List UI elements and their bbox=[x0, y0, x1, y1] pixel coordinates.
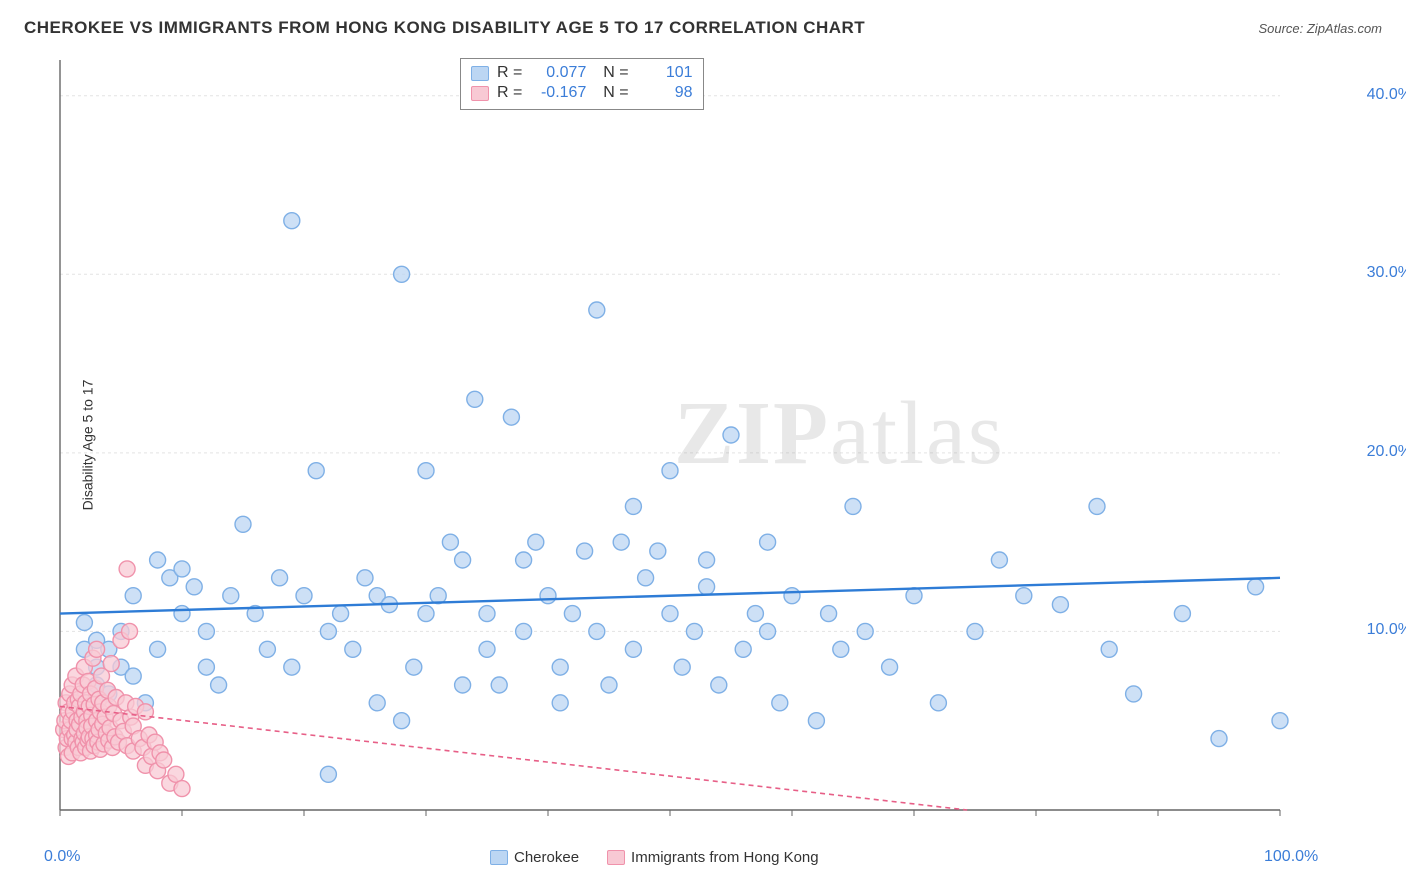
stats-row-cherokee: R = 0.077 N = 101 bbox=[471, 63, 693, 83]
stat-r-label: R = bbox=[497, 64, 522, 82]
stat-r-cherokee: 0.077 bbox=[530, 64, 586, 82]
y-tick-label: 10.0% bbox=[1367, 621, 1406, 639]
legend-item-hk: Immigrants from Hong Kong bbox=[607, 849, 819, 866]
x-tick-label: 0.0% bbox=[44, 848, 80, 866]
x-tick-label: 100.0% bbox=[1264, 848, 1318, 866]
stat-r-label: R = bbox=[497, 84, 522, 102]
y-tick-label: 40.0% bbox=[1367, 86, 1406, 104]
swatch-cherokee bbox=[471, 66, 489, 81]
y-tick-label: 30.0% bbox=[1367, 264, 1406, 282]
scatter-chart: Disability Age 5 to 17 ZIPatlas R = 0.07… bbox=[50, 50, 1350, 840]
stats-legend-box: R = 0.077 N = 101 R = -0.167 N = 98 bbox=[460, 58, 704, 110]
stat-r-hk: -0.167 bbox=[530, 84, 586, 102]
source-label: Source: ZipAtlas.com bbox=[1258, 21, 1382, 36]
legend-swatch-hk bbox=[607, 850, 625, 865]
legend-item-cherokee: Cherokee bbox=[490, 849, 579, 866]
title-bar: CHEROKEE VS IMMIGRANTS FROM HONG KONG DI… bbox=[24, 18, 1382, 38]
legend-label-hk: Immigrants from Hong Kong bbox=[631, 849, 819, 866]
stat-n-hk: 98 bbox=[637, 84, 693, 102]
y-tick-label: 20.0% bbox=[1367, 443, 1406, 461]
y-axis-label: Disability Age 5 to 17 bbox=[79, 380, 95, 511]
legend-swatch-cherokee bbox=[490, 850, 508, 865]
stat-n-label: N = bbox=[594, 84, 628, 102]
chart-svg bbox=[50, 50, 1350, 840]
legend-label-cherokee: Cherokee bbox=[514, 849, 579, 866]
stat-n-cherokee: 101 bbox=[637, 64, 693, 82]
bottom-legend: Cherokee Immigrants from Hong Kong bbox=[490, 849, 819, 866]
chart-title: CHEROKEE VS IMMIGRANTS FROM HONG KONG DI… bbox=[24, 18, 865, 38]
swatch-hk bbox=[471, 86, 489, 101]
stats-row-hk: R = -0.167 N = 98 bbox=[471, 83, 693, 103]
stat-n-label: N = bbox=[594, 64, 628, 82]
